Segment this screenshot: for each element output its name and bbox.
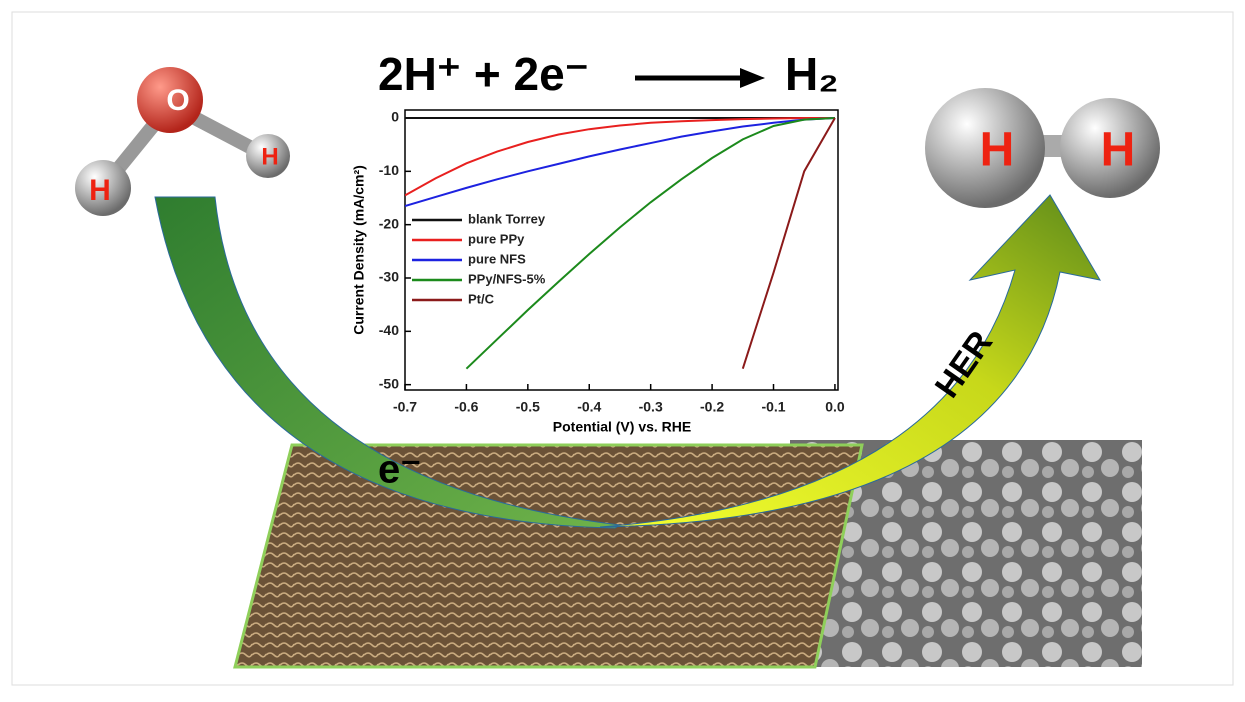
legend-label: pure PPy bbox=[468, 231, 525, 246]
atom-label: O bbox=[166, 84, 189, 117]
substrate-image bbox=[235, 445, 862, 667]
equation-right: H₂ bbox=[785, 48, 839, 100]
y-tick-label: -10 bbox=[379, 162, 399, 178]
atom-label: H bbox=[89, 174, 111, 207]
x-tick-label: -0.6 bbox=[454, 399, 478, 415]
electron-label: e⁻ bbox=[378, 448, 421, 492]
x-tick-label: -0.5 bbox=[516, 399, 540, 415]
y-tick-label: -30 bbox=[379, 269, 399, 285]
graphical-abstract: e⁻ HER O H H H H 2H⁺ + 2e⁻ H₂ Potential … bbox=[0, 0, 1245, 697]
y-tick-label: -40 bbox=[379, 322, 399, 338]
x-tick-label: -0.2 bbox=[700, 399, 724, 415]
y-axis-title: Current Density (mA/cm²) bbox=[351, 165, 367, 335]
x-tick-label: -0.1 bbox=[761, 399, 785, 415]
y-tick-label: 0 bbox=[391, 109, 399, 125]
x-tick-label: 0.0 bbox=[825, 399, 845, 415]
plot-area bbox=[405, 110, 838, 390]
atom-label: H bbox=[261, 143, 278, 170]
legend-label: blank Torrey bbox=[468, 211, 546, 226]
atom-label: H bbox=[980, 124, 1015, 177]
y-tick-label: -20 bbox=[379, 215, 399, 231]
x-axis-title: Potential (V) vs. RHE bbox=[553, 419, 691, 435]
legend-label: pure NFS bbox=[468, 251, 526, 266]
atom-label: H bbox=[1101, 124, 1136, 177]
equation-left: 2H⁺ + 2e⁻ bbox=[378, 48, 589, 100]
x-tick-label: -0.7 bbox=[393, 399, 417, 415]
x-tick-label: -0.4 bbox=[577, 399, 601, 415]
y-tick-label: -50 bbox=[379, 375, 399, 391]
x-tick-label: -0.3 bbox=[639, 399, 663, 415]
legend-label: Pt/C bbox=[468, 291, 495, 306]
legend-label: PPy/NFS-5% bbox=[468, 271, 546, 286]
